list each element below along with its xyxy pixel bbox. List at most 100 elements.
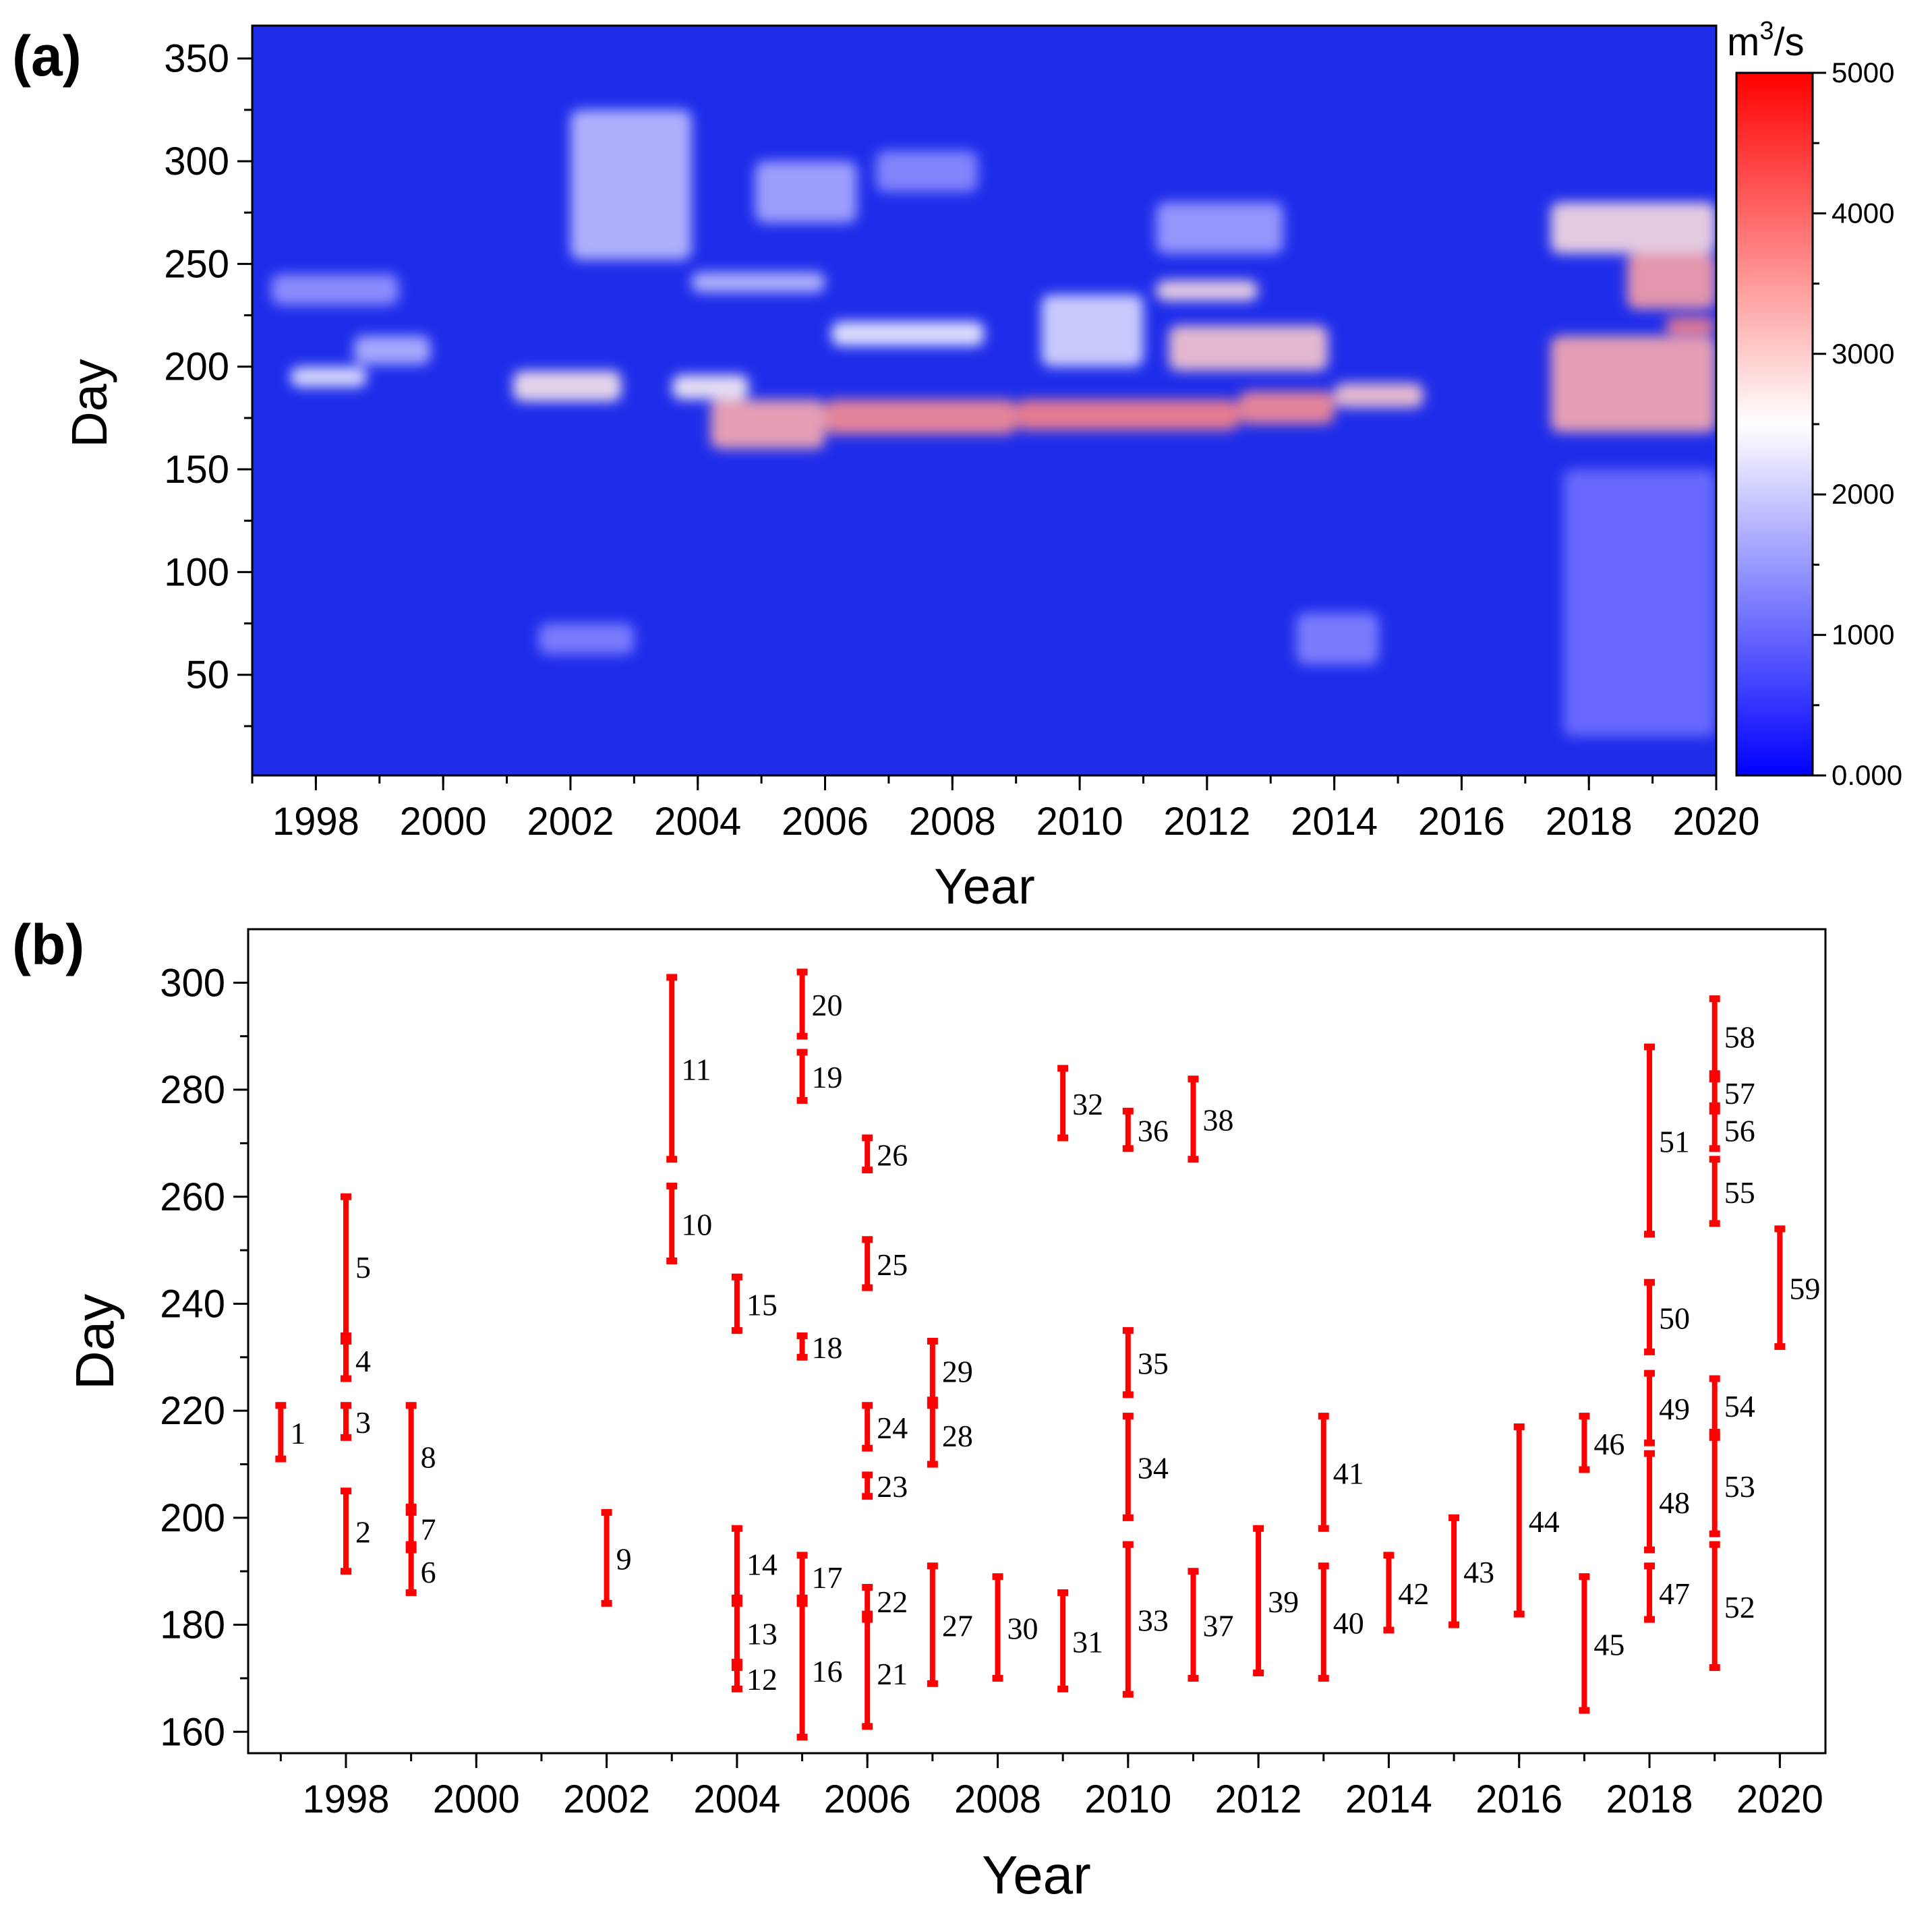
colorbar-unit-base: m (1727, 20, 1759, 64)
range-event-cap-top (1448, 1514, 1460, 1521)
range-event-cap-bottom (1383, 1626, 1395, 1634)
range-event-28: 28 (927, 1402, 973, 1468)
range-event-cap-top (340, 1338, 351, 1345)
range-event-18: 18 (796, 1330, 843, 1365)
range-event-54: 54 (1709, 1375, 1755, 1436)
range-event-cap-top (1318, 1413, 1329, 1420)
range-event-cap-bottom (1318, 1525, 1329, 1532)
heatmap-y-tick-label: 150 (164, 448, 229, 492)
range-event-cap-top (796, 1552, 808, 1559)
heatmap-hotspot (755, 161, 857, 223)
range-event-label: 31 (1072, 1624, 1103, 1659)
heatmap-hotspot (672, 374, 749, 400)
range-event-label: 27 (942, 1609, 973, 1643)
range-events: 1234567891011121314151617181920212223242… (275, 968, 1820, 1741)
range-event-cap-top (1579, 1413, 1590, 1420)
range-event-32: 32 (1057, 1065, 1103, 1142)
heatmap-hotspot (1627, 254, 1716, 310)
range-event-cap-bottom (340, 1434, 351, 1441)
range-event-label: 14 (747, 1547, 778, 1581)
range-event-cap-bottom (731, 1685, 742, 1693)
heatmap-frame (251, 24, 1718, 777)
range-event-label: 3 (355, 1405, 371, 1440)
range-event-label: 33 (1138, 1603, 1169, 1638)
colorbar-unit: m3/s (1727, 17, 1805, 64)
range-event-cap-top (1122, 1541, 1134, 1548)
heatmap-hotspot (1041, 295, 1144, 367)
range-event-cap-bottom (1644, 1348, 1656, 1355)
heatmap-hotspot (354, 336, 431, 365)
range-event-label: 38 (1202, 1103, 1233, 1138)
range-event-label: 19 (812, 1060, 843, 1094)
range-event-cap-top (1709, 1107, 1720, 1115)
range-event-cap-top (666, 974, 678, 981)
range-event-cap-bottom (796, 1734, 808, 1741)
range-event-cap-top (927, 1402, 938, 1409)
range-event-cap-bottom (862, 1493, 873, 1500)
range-event-11: 11 (666, 974, 711, 1163)
range-event-cap-bottom (796, 1353, 808, 1361)
range-event-cap-top (1579, 1573, 1590, 1581)
range-event-45: 45 (1579, 1573, 1624, 1714)
range-event-label: 28 (942, 1419, 973, 1453)
range-event-cap-bottom (862, 1723, 873, 1730)
range-event-label: 10 (681, 1207, 712, 1241)
range-event-12: 12 (731, 1662, 778, 1697)
range-event-label: 4 (355, 1344, 371, 1378)
heatmap-x-tick-label: 2014 (1291, 800, 1378, 844)
range-event-cap-bottom (1188, 1674, 1199, 1682)
range-event-cap-bottom (1644, 1616, 1656, 1623)
heatmap-hotspot (538, 623, 635, 655)
heatmap-x-tick-label: 2012 (1163, 800, 1250, 844)
range-event-label: 9 (616, 1541, 632, 1576)
range-event-cap-top (1253, 1525, 1264, 1532)
range-event-cap-bottom (731, 1327, 742, 1334)
range-event-cap-bottom (405, 1541, 417, 1548)
range-y-tick-label: 160 (160, 1710, 225, 1754)
range-event-cap-bottom (1579, 1707, 1590, 1714)
range-event-label: 1 (290, 1416, 305, 1450)
range-event-42: 42 (1383, 1552, 1429, 1634)
heatmap-hotspot (1169, 325, 1328, 371)
heatmap-y-tick-label: 50 (185, 653, 229, 697)
range-event-label: 56 (1724, 1114, 1755, 1148)
range-event-cap-bottom (796, 1594, 808, 1601)
range-event-cap-top (1188, 1076, 1199, 1083)
range-event-1: 1 (275, 1402, 305, 1463)
range-x-tick-label: 2012 (1215, 1777, 1302, 1821)
panel-a: (a) 1998 2000 2002 2004 2006 2008 2010 2012 2014… (12, 17, 1902, 914)
range-event-label: 5 (355, 1250, 371, 1285)
range-event-cap-bottom (1709, 1145, 1720, 1152)
range-event-2: 2 (340, 1488, 371, 1575)
range-event-label: 55 (1724, 1175, 1755, 1210)
range-event-cap-bottom (1774, 1343, 1786, 1350)
range-event-cap-top (862, 1616, 873, 1623)
range-event-8: 8 (405, 1402, 436, 1510)
range-event-58: 58 (1709, 995, 1755, 1078)
range-event-cap-top (862, 1584, 873, 1591)
range-event-cap-bottom (405, 1503, 417, 1510)
range-event-13: 13 (731, 1599, 778, 1666)
range-y-tick-label: 200 (160, 1496, 225, 1540)
range-event-label: 41 (1333, 1456, 1364, 1490)
range-event-label: 12 (747, 1662, 778, 1697)
range-event-cap-bottom (275, 1455, 287, 1463)
range-event-38: 38 (1188, 1076, 1233, 1163)
heatmap-area (251, 24, 1718, 777)
range-event-34: 34 (1122, 1413, 1169, 1521)
heatmap-hotspot (1563, 469, 1716, 737)
range-event-41: 41 (1318, 1413, 1364, 1532)
range-event-label: 44 (1529, 1504, 1560, 1539)
range-event-56: 56 (1709, 1107, 1755, 1152)
range-event-cap-top (927, 1338, 938, 1345)
heatmap-hotspot (290, 366, 367, 388)
range-x-tick-label: 2016 (1475, 1777, 1562, 1821)
heatmap-y-axis: 50 100 150 200 250 300 350 (164, 37, 252, 728)
range-event-cap-bottom (992, 1674, 1003, 1682)
range-event-cap-top (340, 1402, 351, 1409)
range-event-24: 24 (862, 1402, 908, 1452)
range-event-cap-bottom (1122, 1145, 1134, 1152)
range-event-53: 53 (1709, 1434, 1755, 1537)
range-event-cap-bottom (1644, 1546, 1656, 1554)
range-event-6: 6 (405, 1546, 436, 1596)
